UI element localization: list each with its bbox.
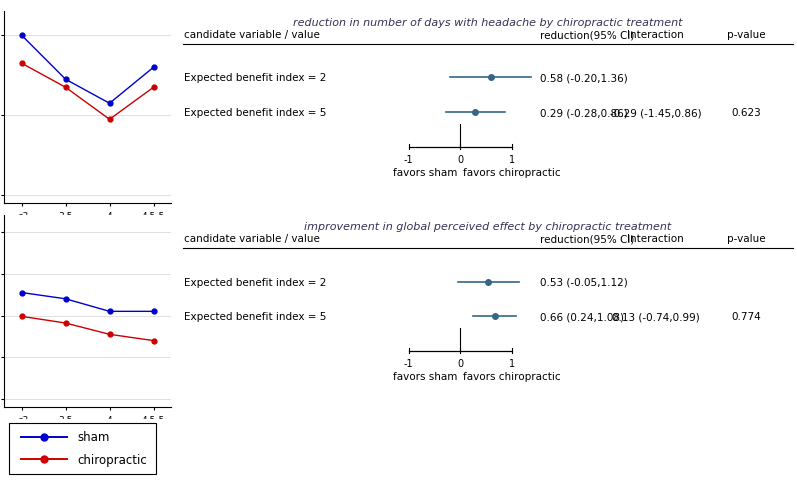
Text: reduction in number of days with headache by chiropractic treatment: reduction in number of days with headach…: [293, 18, 683, 28]
Text: p-value: p-value: [728, 234, 766, 243]
Text: Expected benefit index = 5: Expected benefit index = 5: [184, 108, 327, 118]
Text: favors sham: favors sham: [393, 167, 457, 177]
Text: 0.29 (-0.28,0.86): 0.29 (-0.28,0.86): [540, 108, 627, 118]
Text: 0: 0: [457, 359, 464, 369]
Text: 0.66 (0.24,1.08): 0.66 (0.24,1.08): [540, 312, 624, 321]
Text: Expected benefit index = 2: Expected benefit index = 2: [184, 277, 327, 287]
Text: 1: 1: [509, 359, 516, 369]
Text: -1: -1: [404, 155, 414, 165]
Text: favors sham: favors sham: [393, 371, 457, 381]
Text: Interaction: Interaction: [627, 30, 684, 40]
FancyBboxPatch shape: [9, 423, 156, 474]
Text: Interaction: Interaction: [627, 234, 684, 243]
Text: candidate variable / value: candidate variable / value: [184, 234, 320, 243]
Text: chiropractic: chiropractic: [77, 453, 147, 466]
X-axis label: Expected benefit index: Expected benefit index: [35, 425, 140, 435]
Text: improvement in global perceived effect by chiropractic treatment: improvement in global perceived effect b…: [304, 222, 672, 231]
Text: Expected benefit index = 5: Expected benefit index = 5: [184, 312, 327, 321]
Text: 0.58 (-0.20,1.36): 0.58 (-0.20,1.36): [540, 73, 627, 83]
Text: 0: 0: [457, 155, 464, 165]
Text: 0.623: 0.623: [732, 108, 761, 118]
Text: reduction(95% CI): reduction(95% CI): [540, 234, 634, 243]
Text: candidate variable / value: candidate variable / value: [184, 30, 320, 40]
Text: -1: -1: [404, 359, 414, 369]
Text: Expected benefit index = 2: Expected benefit index = 2: [184, 73, 327, 83]
Text: p-value: p-value: [728, 30, 766, 40]
Text: 1: 1: [509, 155, 516, 165]
Text: 0.13 (-0.74,0.99): 0.13 (-0.74,0.99): [612, 312, 700, 321]
Text: 0.774: 0.774: [732, 312, 761, 321]
Text: favors chiropractic: favors chiropractic: [464, 371, 561, 381]
Text: -0.29 (-1.45,0.86): -0.29 (-1.45,0.86): [610, 108, 701, 118]
Text: reduction(95% CI): reduction(95% CI): [540, 30, 634, 40]
Text: sham: sham: [77, 430, 110, 443]
X-axis label: Expected benefit index: Expected benefit index: [35, 222, 140, 231]
Text: 0.53 (-0.05,1.12): 0.53 (-0.05,1.12): [540, 277, 627, 287]
Text: favors chiropractic: favors chiropractic: [464, 167, 561, 177]
